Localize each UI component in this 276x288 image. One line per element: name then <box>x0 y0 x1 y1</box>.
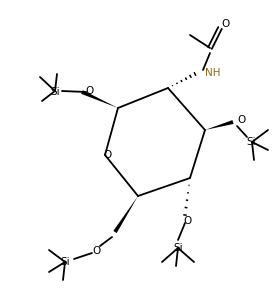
Polygon shape <box>205 120 233 130</box>
Text: O: O <box>93 246 101 256</box>
Text: NH: NH <box>205 68 221 78</box>
Text: O: O <box>85 86 93 96</box>
Text: O: O <box>184 216 192 226</box>
Text: O: O <box>222 19 230 29</box>
Text: Si: Si <box>173 243 183 253</box>
Polygon shape <box>113 196 138 233</box>
Text: Si: Si <box>50 87 60 97</box>
Polygon shape <box>81 90 118 108</box>
Text: O: O <box>237 115 245 125</box>
Text: O: O <box>103 150 111 160</box>
Text: Si: Si <box>60 257 70 267</box>
Text: Si: Si <box>246 137 256 147</box>
